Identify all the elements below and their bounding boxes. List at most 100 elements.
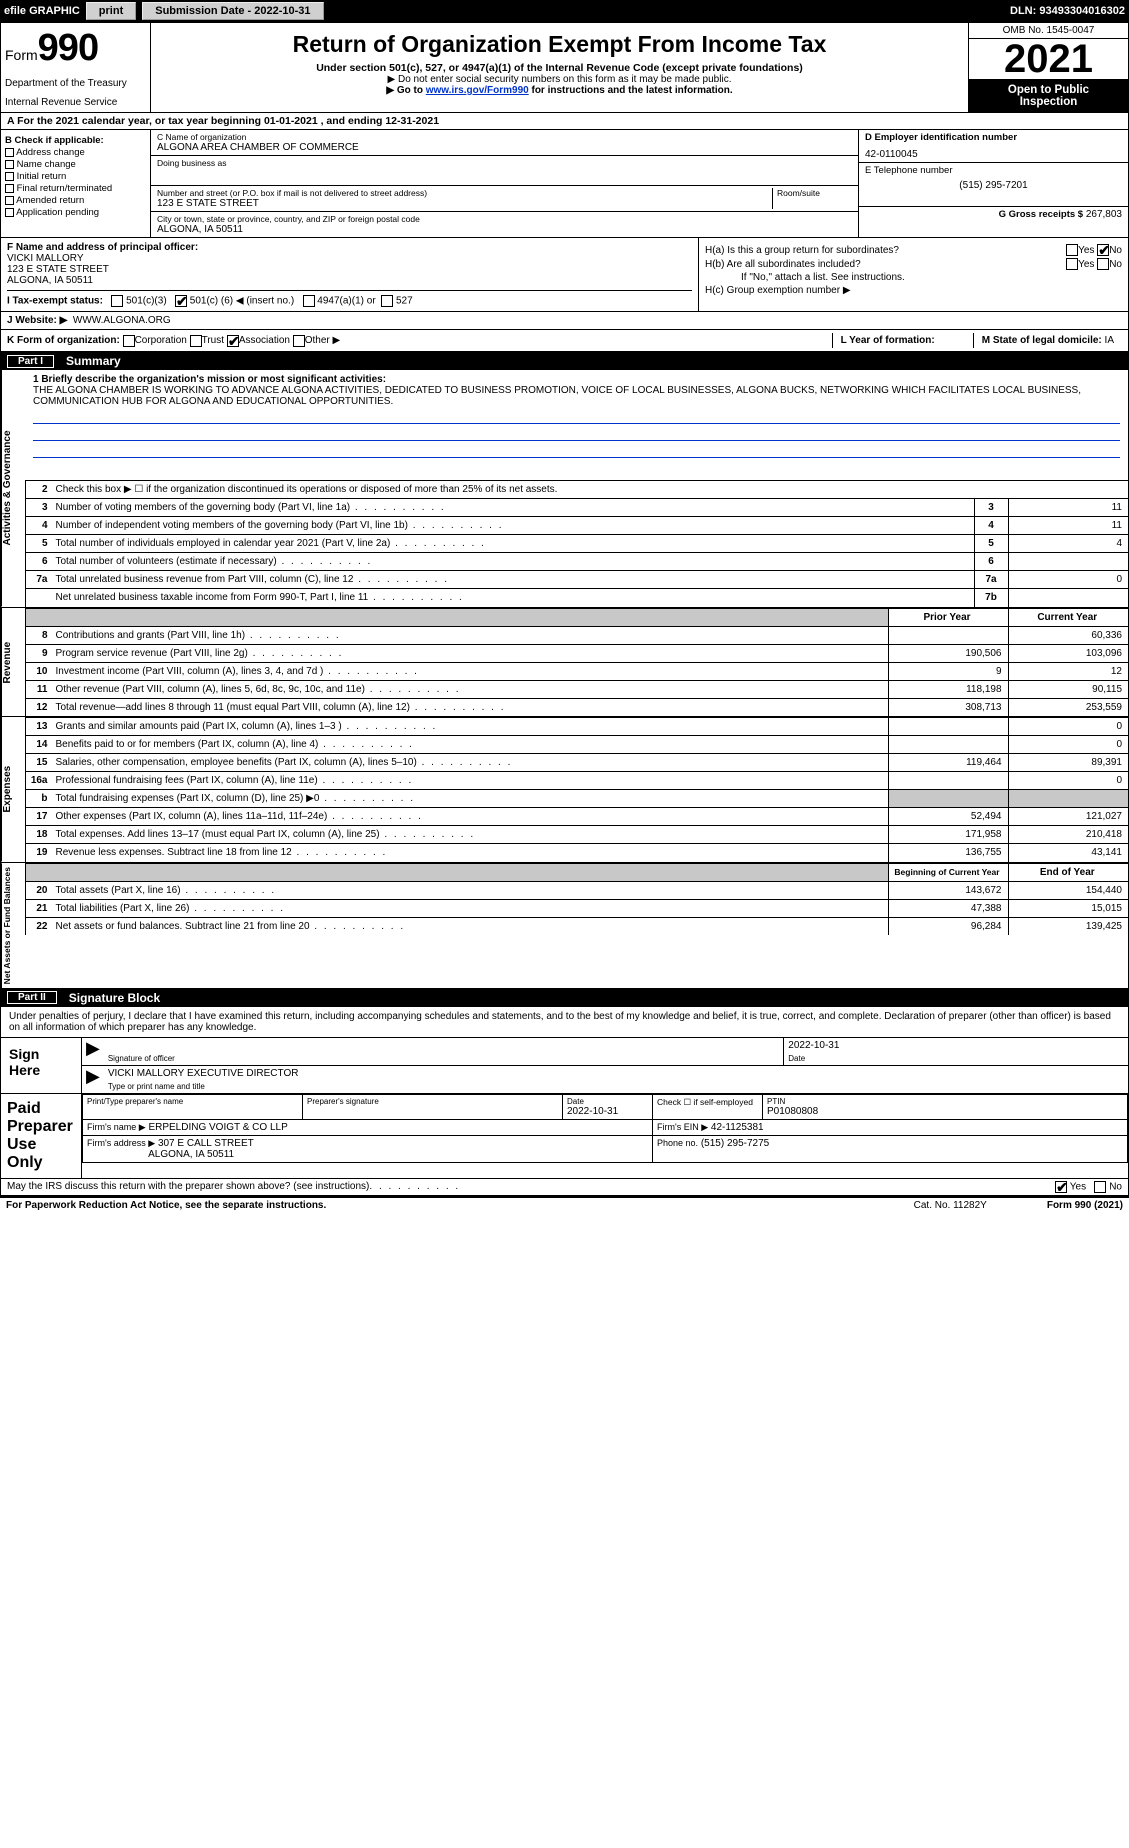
line-text: Investment income (Part VIII, column (A)… (52, 662, 889, 680)
d-gross-lbl: G Gross receipts $ (999, 209, 1083, 220)
sign-here-label: Sign Here (1, 1038, 81, 1093)
form-subtitle: Under section 501(c), 527, or 4947(a)(1)… (159, 62, 960, 74)
line-text: Other expenses (Part IX, column (A), lin… (52, 808, 889, 826)
chk-4947[interactable] (303, 295, 315, 307)
line-box: 7b (974, 589, 1008, 607)
line-num: 8 (26, 626, 52, 644)
line-num: 15 (26, 754, 52, 772)
form-footer: Form 990 (2021) (1047, 1200, 1123, 1211)
ha-no: No (1109, 245, 1122, 256)
paid-preparer-row: Paid Preparer Use Only Print/Type prepar… (1, 1093, 1128, 1178)
line-text: Total liabilities (Part X, line 26) (52, 899, 889, 917)
arrow-icon-1: ▶ (82, 1038, 104, 1065)
current-val (1008, 790, 1128, 808)
line-num (26, 589, 52, 607)
f-block: F Name and address of principal officer:… (7, 242, 692, 286)
header-right: OMB No. 1545-0047 2021 Open to Public In… (968, 23, 1128, 112)
current-val: 0 (1008, 772, 1128, 790)
submission-date-button[interactable]: Submission Date - 2022-10-31 (142, 2, 323, 20)
i-opt3: 4947(a)(1) or (317, 296, 375, 307)
line-val: 4 (1008, 535, 1128, 553)
table-row: 9Program service revenue (Part VIII, lin… (26, 644, 1129, 662)
mission-lbl: 1 Briefly describe the organization's mi… (33, 374, 1120, 385)
prior-val: 308,713 (888, 698, 1008, 716)
chk-pending[interactable] (5, 208, 14, 217)
current-val: 0 (1008, 736, 1128, 754)
hb-row: H(b) Are all subordinates included? Yes … (705, 258, 1122, 270)
chk-527[interactable] (381, 295, 393, 307)
rev-content: Prior YearCurrent Year8Contributions and… (25, 608, 1128, 717)
hb-yes-chk[interactable] (1066, 258, 1078, 270)
boy-val: 143,672 (888, 881, 1008, 899)
line-val (1008, 553, 1128, 571)
line-num: 16a (26, 772, 52, 790)
net-content: Beginning of Current YearEnd of Year20To… (25, 863, 1128, 988)
ha-yes-chk[interactable] (1066, 244, 1078, 256)
table-row: 19Revenue less expenses. Subtract line 1… (26, 844, 1129, 862)
chk-amended[interactable] (5, 196, 14, 205)
efile-label: efile GRAPHIC (4, 5, 80, 17)
discuss-no-chk[interactable] (1094, 1181, 1106, 1193)
firm-addr-2: ALGONA, IA 50511 (148, 1149, 234, 1160)
goto-note: ▶ Go to www.irs.gov/Form990 for instruct… (159, 85, 960, 96)
chk-initial[interactable] (5, 172, 14, 181)
chk-address[interactable] (5, 148, 14, 157)
line-text: Net unrelated business taxable income fr… (52, 589, 975, 607)
column-h: H(a) Is this a group return for subordin… (698, 238, 1128, 311)
form-990: Form990 Department of the Treasury Inter… (0, 22, 1129, 1196)
table-row: 4Number of independent voting members of… (26, 517, 1129, 535)
chk-final[interactable] (5, 184, 14, 193)
page-footer: For Paperwork Reduction Act Notice, see … (0, 1196, 1129, 1213)
print-button[interactable]: print (86, 2, 136, 20)
line-val: 0 (1008, 571, 1128, 589)
k-trust-chk[interactable] (190, 335, 202, 347)
current-val: 210,418 (1008, 826, 1128, 844)
discuss-yes: Yes (1070, 1181, 1086, 1192)
current-val: 43,141 (1008, 844, 1128, 862)
line-num: 21 (26, 899, 52, 917)
firm-name-val: ERPELDING VOIGT & CO LLP (148, 1122, 287, 1133)
form-num: 990 (38, 27, 98, 69)
line-num: b (26, 790, 52, 808)
row-j: J Website: ▶ WWW.ALGONA.ORG (1, 312, 1128, 330)
k-lbl: K Form of organization: (7, 335, 120, 346)
firm-phone-lbl: Phone no. (657, 1138, 698, 1148)
table-row: 15Salaries, other compensation, employee… (26, 754, 1129, 772)
table-header-row: Prior YearCurrent Year (26, 608, 1129, 626)
table-row: 13Grants and similar amounts paid (Part … (26, 718, 1129, 736)
hb-no: No (1109, 259, 1122, 270)
chk-501c3[interactable] (111, 295, 123, 307)
k-corp-chk[interactable] (123, 335, 135, 347)
form-number: Form990 (5, 27, 146, 70)
header-left: Form990 Department of the Treasury Inter… (1, 23, 151, 112)
prior-val: 136,755 (888, 844, 1008, 862)
table-row: 11Other revenue (Part VIII, column (A), … (26, 680, 1129, 698)
hb-no-chk[interactable] (1097, 258, 1109, 270)
part2-header: Part II Signature Block (1, 989, 1128, 1007)
k-other-chk[interactable] (293, 335, 305, 347)
line-text: Total number of volunteers (estimate if … (52, 553, 975, 571)
sign-here-row: Sign Here ▶ Signature of officer 2022-10… (1, 1037, 1128, 1093)
officer-name-row: ▶ VICKI MALLORY EXECUTIVE DIRECTOR Type … (82, 1066, 1128, 1093)
line-text: Revenue less expenses. Subtract line 18 … (52, 844, 889, 862)
chk-501c[interactable] (175, 295, 187, 307)
discuss-yes-chk[interactable] (1055, 1181, 1067, 1193)
c-city-lbl: City or town, state or province, country… (157, 214, 852, 224)
chk-name[interactable] (5, 160, 14, 169)
prior-val: 171,958 (888, 826, 1008, 844)
line-val: 11 (1008, 499, 1128, 517)
line-num: 10 (26, 662, 52, 680)
b-lbl-0: Address change (16, 147, 85, 158)
ha-no-chk[interactable] (1097, 244, 1109, 256)
irs-link[interactable]: www.irs.gov/Form990 (426, 85, 529, 96)
line-num: 3 (26, 499, 52, 517)
column-d: D Employer identification number 42-0110… (858, 130, 1128, 237)
cat-no: Cat. No. 11282Y (914, 1200, 987, 1211)
dots (369, 1181, 460, 1193)
k-assoc-chk[interactable] (227, 335, 239, 347)
line-num: 17 (26, 808, 52, 826)
i-lbl: I Tax-exempt status: (7, 296, 103, 307)
d-phone-lbl: E Telephone number (865, 165, 1122, 176)
line-text: Net assets or fund balances. Subtract li… (52, 917, 889, 935)
line-text: Grants and similar amounts paid (Part IX… (52, 718, 889, 736)
